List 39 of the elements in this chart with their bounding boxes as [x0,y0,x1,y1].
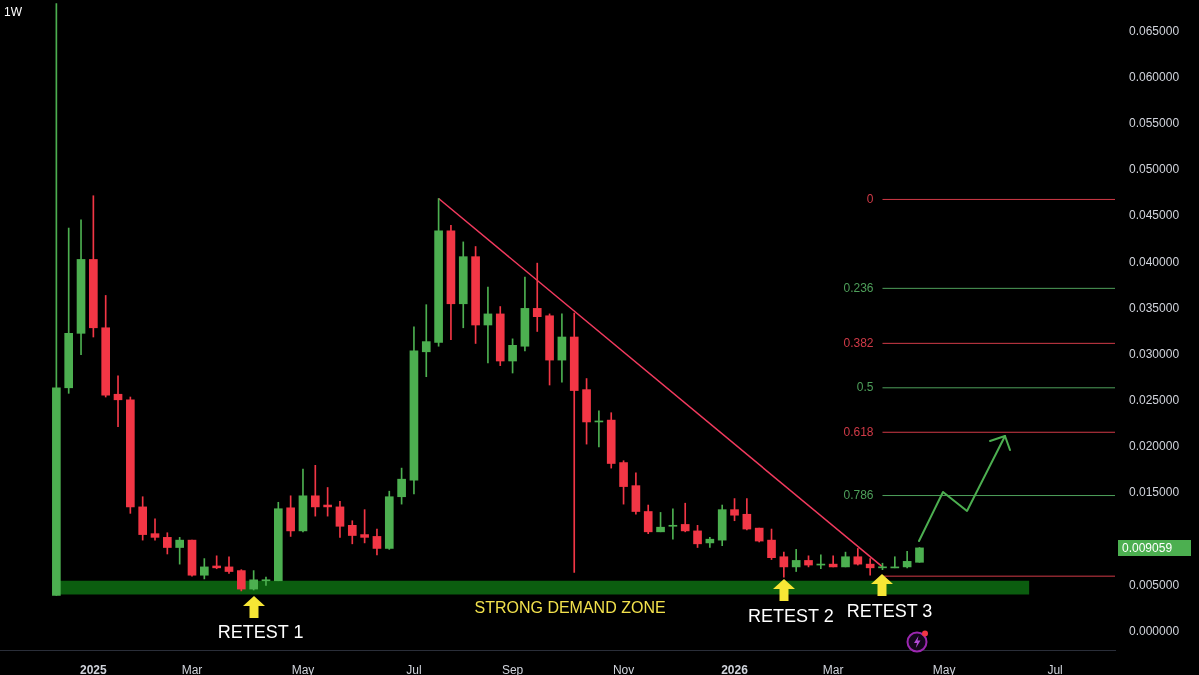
candlestick [261,576,271,586]
candlestick [680,502,690,533]
x-tick-label: Nov [612,662,635,675]
annotation: RETEST 3 [846,601,933,622]
y-tick-label: 0.035000 [1129,300,1180,315]
band-label: STRONG DEMAND ZONE [474,599,666,617]
candlestick [310,465,320,517]
x-tick-label: 2026 [721,662,749,675]
x-tick-label: Mar [181,662,203,675]
y-tick-label: 0.000000 [1129,623,1180,638]
x-tick-label: Jul [1047,662,1063,675]
y-tick-label: 0.020000 [1129,439,1180,454]
x-tick-label: Mar [822,662,844,675]
y-tick-label: 0.050000 [1129,162,1180,177]
ref-line-label: 0.5 [856,380,874,395]
x-tick-label: 2025 [80,662,108,675]
y-tick-label: 0.025000 [1129,393,1180,408]
ref-line-label: 0 [866,191,874,206]
annotation: RETEST 2 [748,605,834,626]
y-tick-label: 0.005000 [1129,577,1180,592]
ref-line-label: 0.618 [843,424,874,439]
candlestick [668,508,678,540]
ref-line-label: 0.382 [843,335,874,350]
ref-line-label: 0.786 [843,487,874,502]
candlestick [421,304,431,378]
y-tick-label: 0.060000 [1129,69,1180,84]
x-tick-label: Jul [406,662,422,675]
ref-line-label: 0.236 [843,280,874,295]
annotation: RETEST 1 [217,622,304,643]
text: 1W [4,5,23,20]
y-tick-label: 0.040000 [1129,254,1180,269]
y-tick-label: 0.055000 [1129,116,1180,131]
candlestick [569,312,579,573]
y-tick-label: 0.015000 [1129,485,1180,500]
candlestick [532,262,542,332]
text: 0.009059 [1122,540,1173,555]
y-tick-label: 0.045000 [1129,208,1180,223]
y-tick-label: 0.065000 [1129,23,1180,38]
y-tick-label: 0.030000 [1129,346,1180,361]
